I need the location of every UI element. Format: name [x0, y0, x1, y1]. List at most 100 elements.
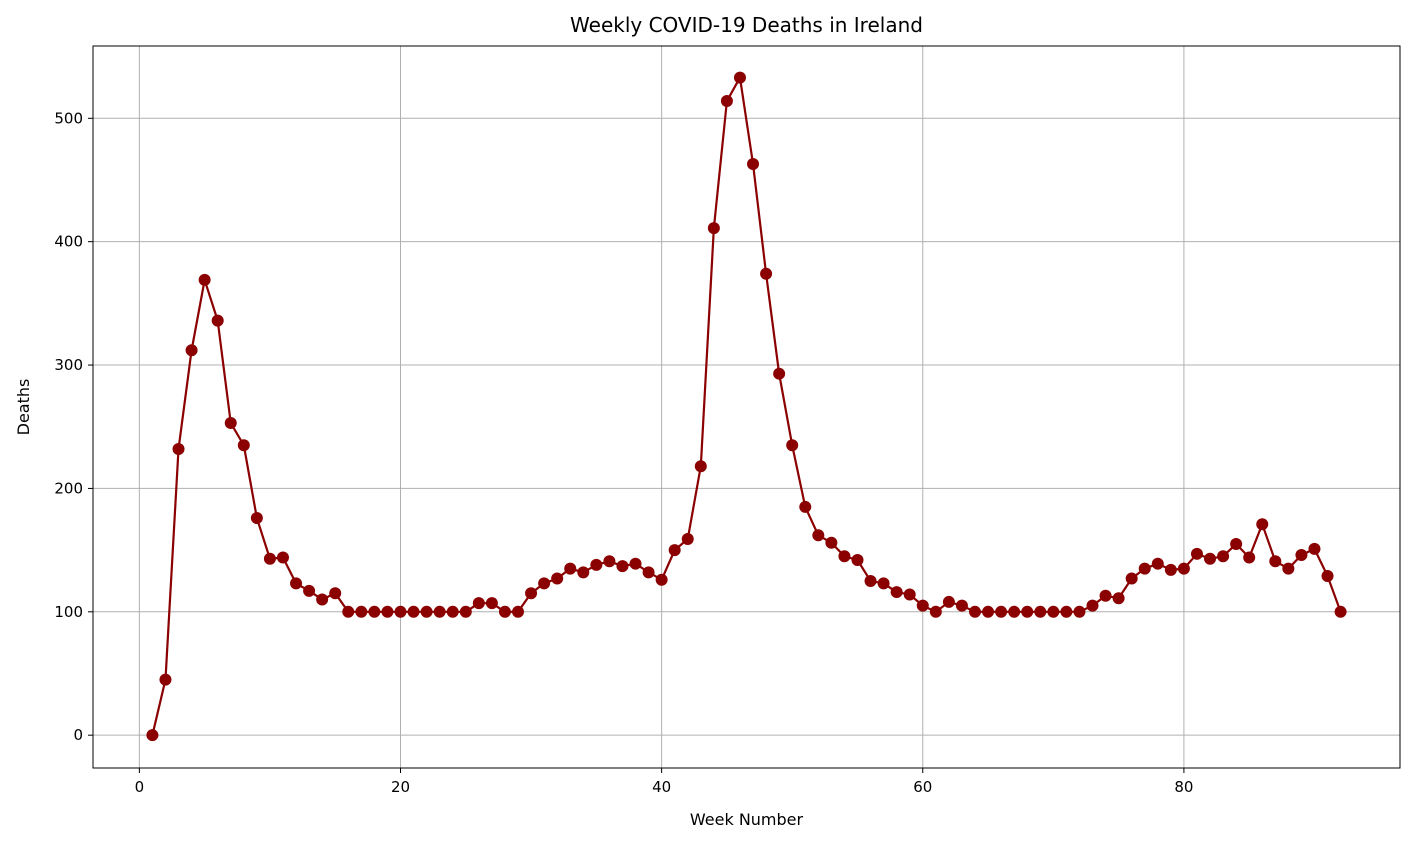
data-point	[407, 605, 420, 618]
data-point	[747, 157, 760, 170]
data-point	[185, 344, 198, 357]
data-point	[968, 605, 981, 618]
data-point	[1073, 605, 1086, 618]
data-point	[760, 267, 773, 280]
data-point	[237, 439, 250, 452]
data-point	[942, 595, 955, 608]
data-point	[512, 605, 525, 618]
data-point	[342, 605, 355, 618]
data-point	[1334, 605, 1347, 618]
data-point	[1177, 562, 1190, 575]
data-point	[381, 605, 394, 618]
data-point	[1151, 557, 1164, 570]
y-tick-label: 0	[73, 726, 83, 744]
chart-title: Weekly COVID-19 Deaths in Ireland	[570, 13, 923, 37]
data-point	[564, 562, 577, 575]
data-point	[877, 577, 890, 590]
data-point	[485, 597, 498, 610]
y-tick-label: 100	[54, 603, 83, 621]
y-axis-label: Deaths	[14, 379, 33, 436]
data-point	[1060, 605, 1073, 618]
data-point	[1112, 592, 1125, 605]
data-point	[1086, 599, 1099, 612]
y-tick-label: 500	[54, 109, 83, 127]
data-point	[538, 577, 551, 590]
data-point	[1230, 537, 1243, 550]
data-point	[1125, 572, 1138, 585]
data-point	[250, 512, 263, 525]
data-point	[211, 314, 224, 327]
x-tick-label: 80	[1174, 778, 1193, 796]
data-point	[642, 566, 655, 579]
data-point	[303, 584, 316, 597]
data-point	[668, 544, 681, 557]
data-point	[498, 605, 511, 618]
x-tick-label: 60	[913, 778, 932, 796]
data-point	[1204, 552, 1217, 565]
data-point	[694, 460, 707, 473]
data-point	[655, 573, 668, 586]
data-point	[355, 605, 368, 618]
data-point	[903, 588, 916, 601]
x-tick-label: 40	[652, 778, 671, 796]
data-point	[864, 574, 877, 587]
data-point	[1138, 562, 1151, 575]
data-point	[525, 587, 538, 600]
data-point	[590, 558, 603, 571]
data-point	[1243, 551, 1256, 564]
data-point	[838, 550, 851, 563]
data-point	[733, 71, 746, 84]
data-point	[146, 729, 159, 742]
data-point	[1321, 570, 1334, 583]
data-point	[1008, 605, 1021, 618]
grid	[93, 46, 1400, 768]
data-point	[446, 605, 459, 618]
data-point	[616, 560, 629, 573]
data-point	[263, 552, 276, 565]
data-point	[995, 605, 1008, 618]
data-point	[290, 577, 303, 590]
data-point	[198, 273, 211, 286]
data-point	[929, 605, 942, 618]
data-point	[1308, 542, 1321, 555]
data-point	[982, 605, 995, 618]
data-point	[368, 605, 381, 618]
data-point	[851, 553, 864, 566]
data-point	[459, 605, 472, 618]
data-point	[394, 605, 407, 618]
data-point	[472, 597, 485, 610]
data-point	[1217, 550, 1230, 563]
x-tick-label: 20	[391, 778, 410, 796]
data-point	[1034, 605, 1047, 618]
data-point	[1269, 555, 1282, 568]
data-point	[799, 500, 812, 513]
data-point	[420, 605, 433, 618]
ticks: 0 20 40 60 80 0 100 200 300 400 500	[54, 109, 1193, 796]
y-tick-label: 400	[54, 233, 83, 251]
data-point	[1164, 563, 1177, 576]
x-tick-label: 0	[135, 778, 145, 796]
data-point	[681, 533, 694, 546]
data-point	[1282, 562, 1295, 575]
data-point	[603, 555, 616, 568]
data-point	[1099, 589, 1112, 602]
data-point	[1047, 605, 1060, 618]
data-point	[577, 566, 590, 579]
data-point	[773, 367, 786, 380]
data-point	[955, 599, 968, 612]
data-point	[707, 222, 720, 235]
data-point	[316, 593, 329, 606]
data-point	[812, 529, 825, 542]
plot-frame	[92, 45, 1401, 769]
data-point	[629, 557, 642, 570]
y-tick-label: 300	[54, 356, 83, 374]
data-point	[1256, 518, 1269, 531]
data-point	[433, 605, 446, 618]
data-point	[786, 439, 799, 452]
data-point	[720, 95, 733, 108]
data-point	[1190, 547, 1203, 560]
data-point	[1295, 549, 1308, 562]
series-layer	[146, 71, 1347, 742]
